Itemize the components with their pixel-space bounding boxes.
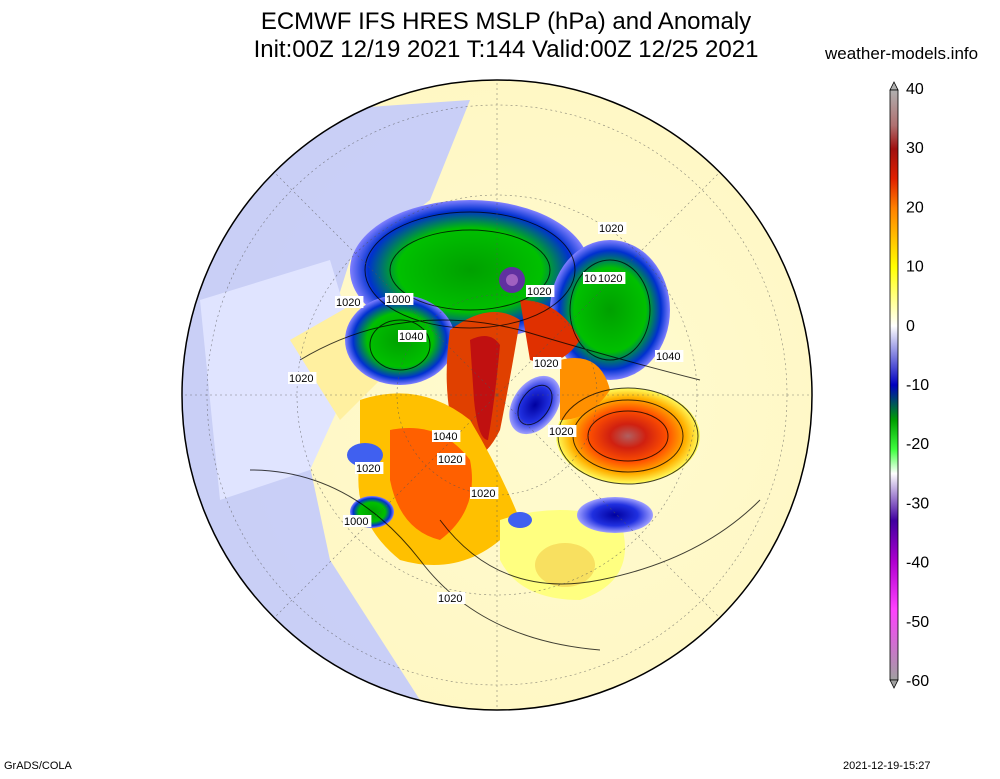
contour-label-1020-g-text: 1020 <box>438 454 462 466</box>
contour-label-1020-f-text: 1020 <box>549 426 573 438</box>
contour-label-1000-b-text: 1000 <box>386 294 410 306</box>
contour-label-1040-c: 1040 <box>432 430 461 443</box>
contour-label-1020-i-text: 1020 <box>471 488 495 500</box>
colorbar-tick-label: -60 <box>906 673 929 690</box>
contour-label-1020-k-text: 1020 <box>598 273 622 285</box>
software-credit: GrADS/COLA <box>4 760 72 772</box>
colorbar-tick-label: 20 <box>906 199 924 216</box>
contour-label-1020-e-text: 1020 <box>289 373 313 385</box>
contour-label-1020-j-text: 1020 <box>438 593 462 605</box>
colorbar-tick-label: -30 <box>906 495 929 512</box>
contour-label-1020-d-text: 1020 <box>534 358 558 370</box>
colorbar: 40 30 20 10 0 -10 -20 -30 -40 -50 -60 <box>889 81 929 690</box>
contour-label-1040-c-text: 1040 <box>433 431 457 443</box>
contour-label-1020-k: 1020 <box>597 272 626 285</box>
colorbar-tick-label: -20 <box>906 436 929 453</box>
colorbar-tick-label: 10 <box>906 259 924 276</box>
contour-label-1020-g: 1020 <box>437 453 466 466</box>
colorbar-tick-label: 0 <box>906 318 915 335</box>
contour-label-1020-a-text: 1020 <box>599 223 623 235</box>
colorbar-tick-label: -10 <box>906 377 929 394</box>
contour-label-1040-a-text: 1040 <box>399 331 423 343</box>
contour-label-1000-c: 1000 <box>343 515 372 528</box>
contour-label-1020-d: 1020 <box>533 357 562 370</box>
contour-label-1020-h-text: 1020 <box>356 463 380 475</box>
colorbar-tick-label: -40 <box>906 555 929 572</box>
colorbar-labels: 40 30 20 10 0 -10 -20 -30 -40 -50 -60 <box>906 81 929 690</box>
contour-label-1040-b-text: 1040 <box>656 351 680 363</box>
contour-label-1020-f: 1020 <box>548 425 577 438</box>
contour-label-1020-a: 1020 <box>598 222 627 235</box>
contour-label-1020-c-text: 1020 <box>527 286 551 298</box>
colorbar-tick-label: 30 <box>906 140 924 157</box>
contour-label-1000-b: 1000 <box>385 293 414 306</box>
source-credit: weather-models.info <box>825 44 979 63</box>
map-title: ECMWF IFS HRES MSLP (hPa) and Anomaly <box>260 8 752 35</box>
contour-label-1040-b: 1040 <box>655 350 684 363</box>
contour-label-1040-a: 1040 <box>398 330 427 343</box>
pressure-label-layer: 1020 1000 1000 1020 1020 1040 1020 1020 1040 1040… <box>288 222 684 605</box>
contour-label-1020-i: 1020 <box>470 487 499 500</box>
contour-label-1020-j: 1020 <box>437 592 466 605</box>
contour-label-1020-b-text: 1020 <box>336 297 360 309</box>
contour-label-1020-h: 1020 <box>355 462 384 475</box>
render-timestamp: 2021-12-19-15:27 <box>843 760 931 772</box>
contour-label-1020-b: 1020 <box>335 296 364 309</box>
colorbar-tick-label: 40 <box>906 81 924 98</box>
contour-label-1020-e: 1020 <box>288 372 317 385</box>
colorbar-tick-label: -50 <box>906 614 929 631</box>
contour-label-1020-c: 1020 <box>526 285 555 298</box>
contour-label-1000-c-text: 1000 <box>344 516 368 528</box>
map-subtitle: Init:00Z 12/19 2021 T:144 Valid:00Z 12/2… <box>253 36 759 63</box>
